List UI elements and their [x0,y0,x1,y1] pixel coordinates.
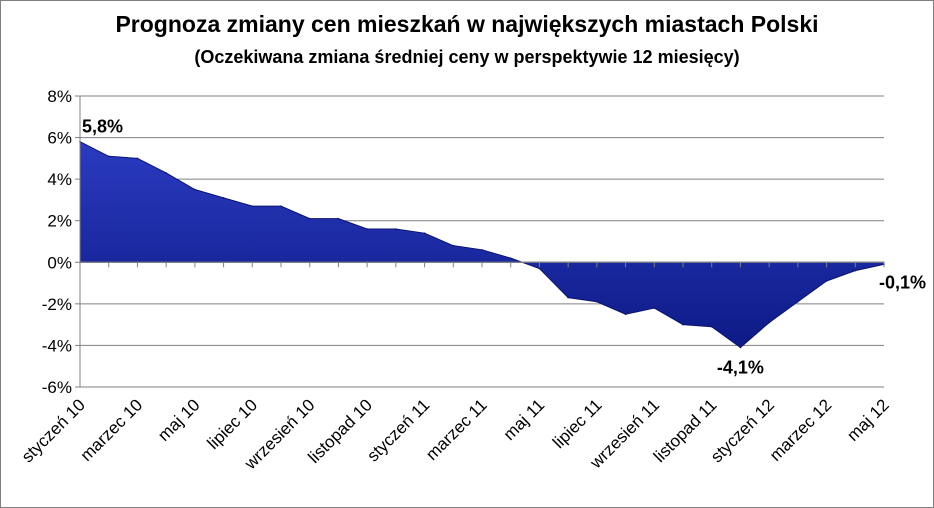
y-tick-label: -6% [42,378,72,397]
data-point [624,313,627,316]
series-area [79,140,885,349]
data-point [194,188,196,191]
data-point [222,197,225,199]
data-point [366,228,368,230]
data-point [653,307,656,309]
chart-subtitle: (Oczekiwana zmiana średniej ceny w persp… [194,47,740,67]
data-point [739,346,742,349]
data-labels: 5,8% -4,1% -0,1% [82,117,926,378]
data-point [423,232,426,234]
y-tick-label: 8% [47,87,72,106]
data-label: -4,1% [717,358,764,378]
data-point [768,321,770,324]
data-point [308,217,311,220]
x-tick-label: styczeń 10 [18,395,89,466]
data-point [538,267,541,270]
y-tick-label: 0% [47,253,72,272]
y-tick-label: 2% [47,212,72,231]
x-tick-label: marzec 11 [422,395,491,464]
data-point [251,205,254,207]
x-tick-label: marzec 12 [766,395,836,465]
data-label: 5,8% [82,117,123,137]
data-point [682,323,684,326]
y-tick-label: -4% [42,336,72,355]
data-point [854,269,857,272]
area-fill [79,140,885,349]
data-point [567,296,569,299]
y-tick-label: 6% [47,129,72,148]
y-tick-label: 4% [47,170,72,189]
data-point [165,172,167,174]
x-tick-label: maj 12 [843,395,893,445]
x-tick-label: lipiec 10 [204,395,262,453]
data-point [509,257,512,259]
data-point [452,244,455,247]
data-point [596,300,598,303]
chart-title: Prognoza zmiany cen mieszkań w największ… [115,11,819,37]
x-tick-label: lipiec 11 [549,395,606,452]
y-axis-ticks: 8% 6% 4% 2% 0% -2% -4% -6% [42,87,80,397]
x-tick-label: marzec 10 [77,395,147,465]
data-point [710,325,713,328]
data-point [481,249,483,251]
data-point [107,155,110,158]
x-tick-label: maj 11 [500,395,549,444]
data-point [337,217,340,220]
data-point [280,205,282,207]
data-point [395,228,397,230]
data-point [825,280,828,282]
x-tick-label: styczeń 11 [363,395,433,465]
x-tick-label: maj 10 [154,395,204,445]
data-point [136,157,139,160]
data-point [797,300,799,303]
data-label: -0,1% [879,272,926,292]
y-tick-label: -2% [42,295,72,314]
